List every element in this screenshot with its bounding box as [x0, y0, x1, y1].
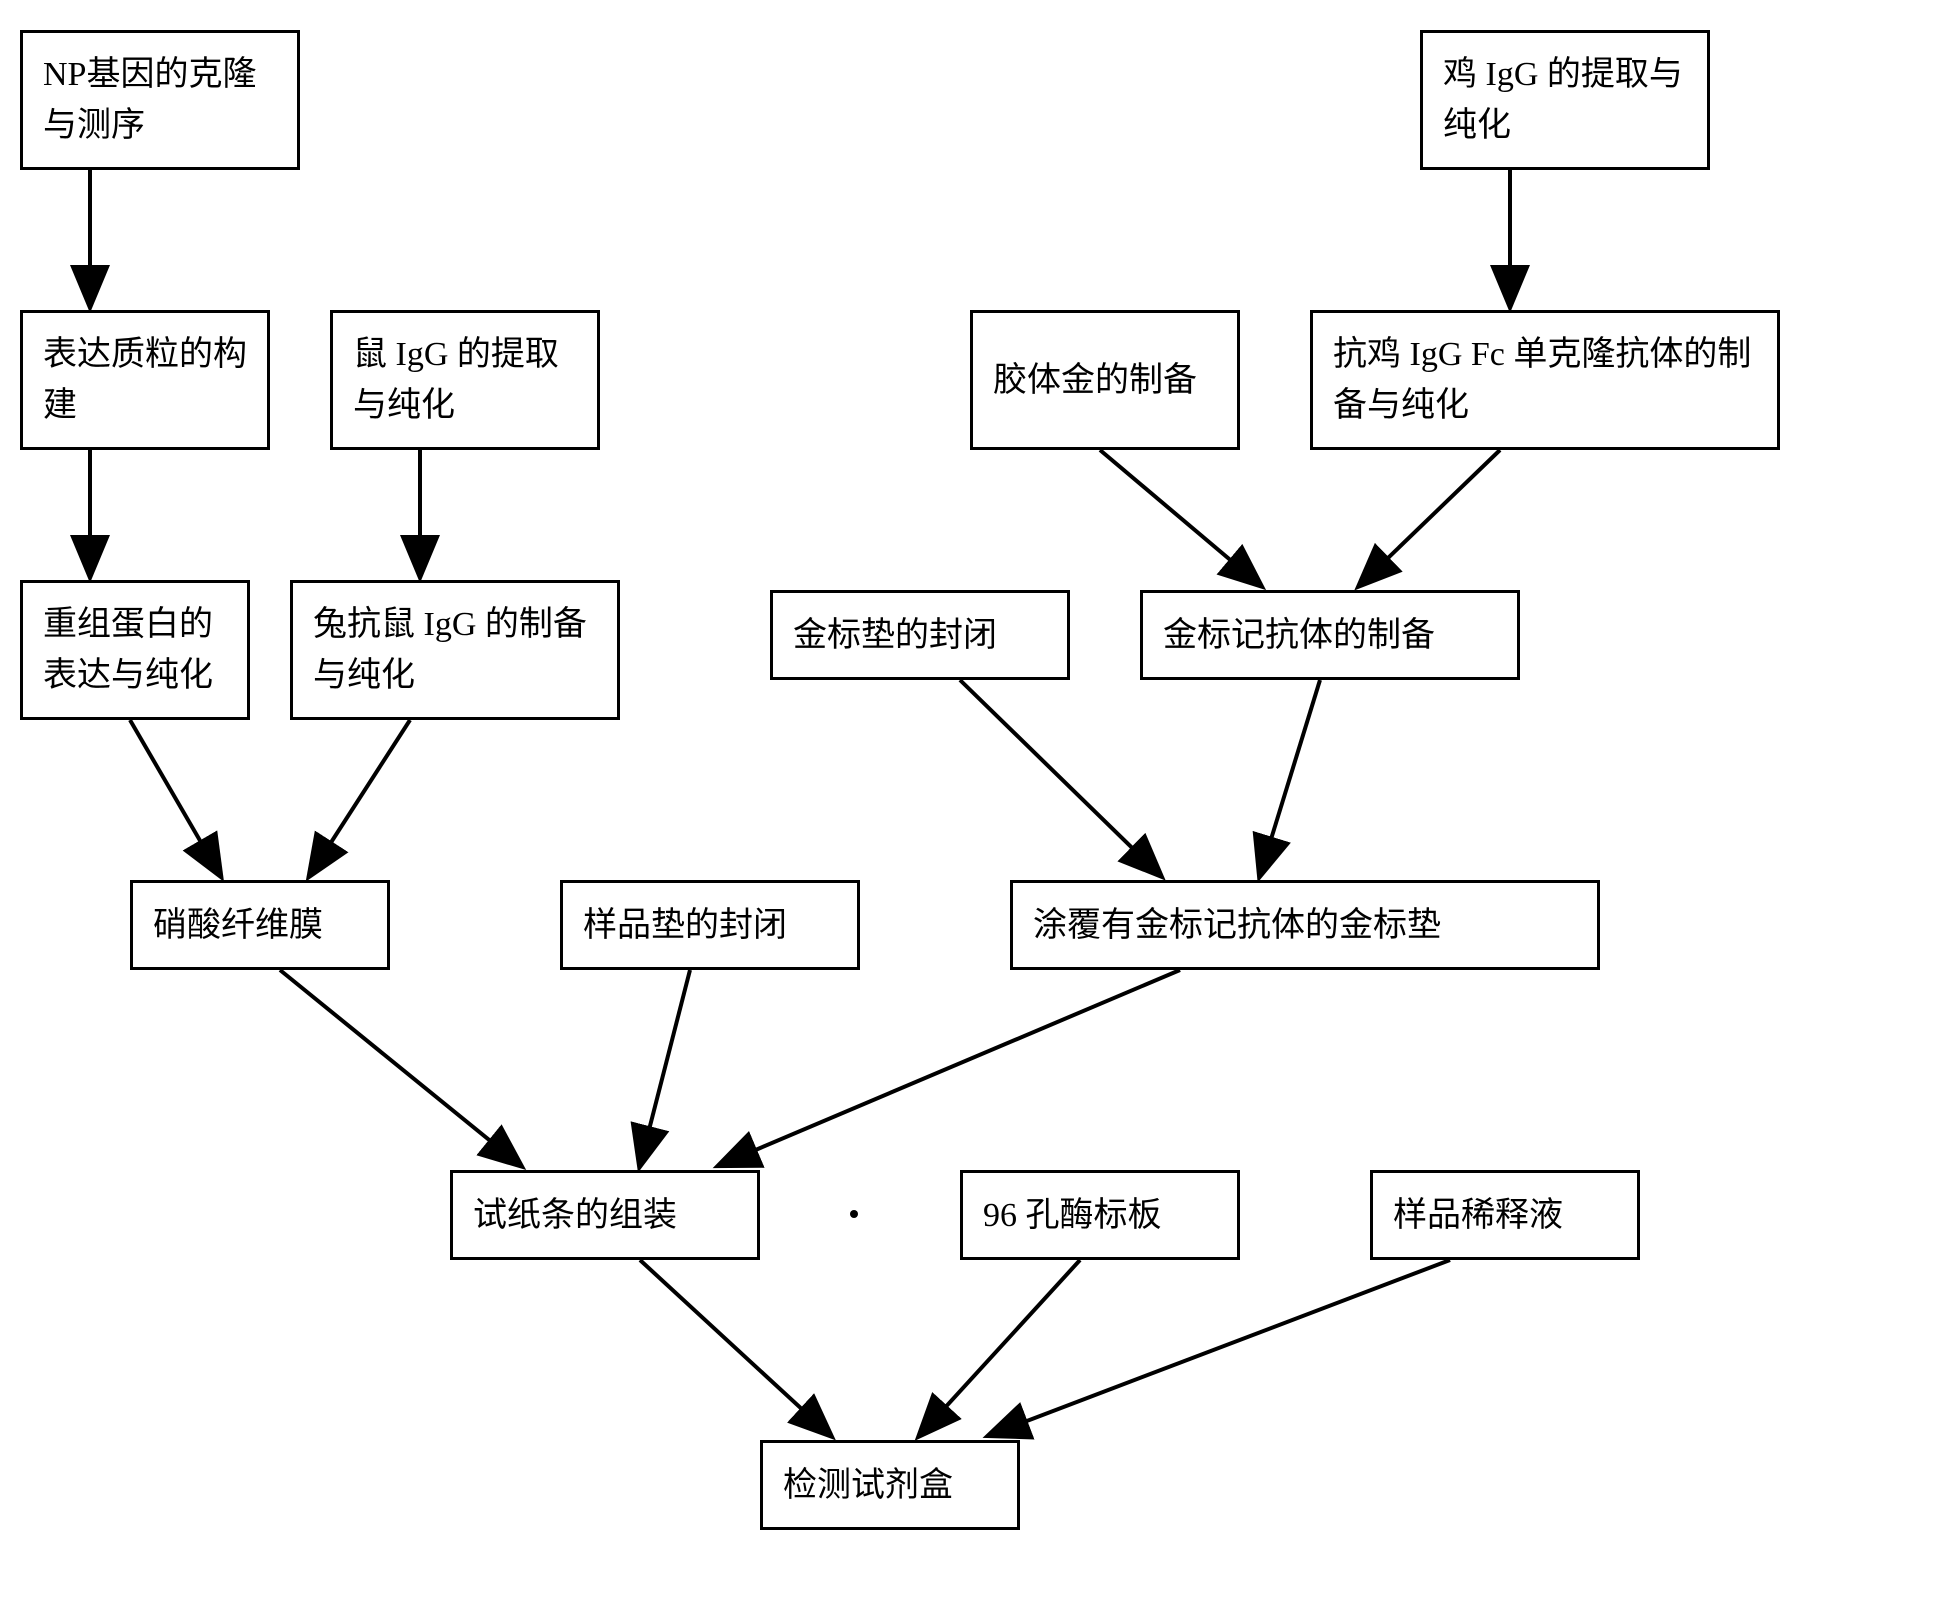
edge-n7-n11	[130, 720, 220, 875]
node-label: NP基因的克隆与测序	[43, 49, 277, 151]
node-label: 样品垫的封闭	[583, 900, 787, 951]
flowchart-node-n7: 重组蛋白的表达与纯化	[20, 580, 250, 720]
flowchart-node-n11: 硝酸纤维膜	[130, 880, 390, 970]
flowchart-node-n16: 样品稀释液	[1370, 1170, 1640, 1260]
edge-n9-n13	[960, 680, 1160, 875]
node-label: 金标垫的封闭	[793, 610, 997, 661]
flowchart-node-n15: 96 孔酶标板	[960, 1170, 1240, 1260]
arrow-layer	[0, 0, 1958, 1620]
edge-n8-n11	[310, 720, 410, 875]
node-label: 样品稀释液	[1393, 1190, 1563, 1241]
edge-n6-n10	[1360, 450, 1500, 585]
flowchart-node-n6: 抗鸡 IgG Fc 单克隆抗体的制备与纯化	[1310, 310, 1780, 450]
node-label: 涂覆有金标记抗体的金标垫	[1033, 900, 1441, 951]
edge-n16-n17	[990, 1260, 1450, 1435]
flowchart-node-n12: 样品垫的封闭	[560, 880, 860, 970]
node-label: 96 孔酶标板	[983, 1190, 1162, 1241]
edge-n5-n10	[1100, 450, 1260, 585]
edge-n12-n14	[640, 970, 690, 1165]
flowchart-node-n9: 金标垫的封闭	[770, 590, 1070, 680]
node-label: 试纸条的组装	[473, 1190, 677, 1241]
flowchart-node-n3: 表达质粒的构建	[20, 310, 270, 450]
flowchart-node-n4: 鼠 IgG 的提取与纯化	[330, 310, 600, 450]
edge-n14-n17	[640, 1260, 830, 1435]
flowchart-node-n13: 涂覆有金标记抗体的金标垫	[1010, 880, 1600, 970]
flowchart-node-n17: 检测试剂盒	[760, 1440, 1020, 1530]
flowchart-node-n2: 鸡 IgG 的提取与纯化	[1420, 30, 1710, 170]
edge-n11-n14	[280, 970, 520, 1165]
node-label: 兔抗鼠 IgG 的制备与纯化	[313, 599, 597, 701]
node-label: 金标记抗体的制备	[1163, 610, 1435, 661]
flowchart-node-n8: 兔抗鼠 IgG 的制备与纯化	[290, 580, 620, 720]
flowchart-node-n10: 金标记抗体的制备	[1140, 590, 1520, 680]
node-label: 鼠 IgG 的提取与纯化	[353, 329, 577, 431]
flowchart-node-n14: 试纸条的组装	[450, 1170, 760, 1260]
edge-n10-n13	[1260, 680, 1320, 875]
node-label: 重组蛋白的表达与纯化	[43, 599, 227, 701]
node-label: 硝酸纤维膜	[153, 900, 323, 951]
stray-dot	[850, 1210, 858, 1218]
edge-n13-n14	[720, 970, 1180, 1165]
node-label: 胶体金的制备	[993, 355, 1197, 406]
edge-n15-n17	[920, 1260, 1080, 1435]
node-label: 抗鸡 IgG Fc 单克隆抗体的制备与纯化	[1333, 329, 1757, 431]
node-label: 鸡 IgG 的提取与纯化	[1443, 49, 1687, 151]
node-label: 表达质粒的构建	[43, 329, 247, 431]
flowchart-node-n5: 胶体金的制备	[970, 310, 1240, 450]
flowchart-node-n1: NP基因的克隆与测序	[20, 30, 300, 170]
node-label: 检测试剂盒	[783, 1460, 953, 1511]
